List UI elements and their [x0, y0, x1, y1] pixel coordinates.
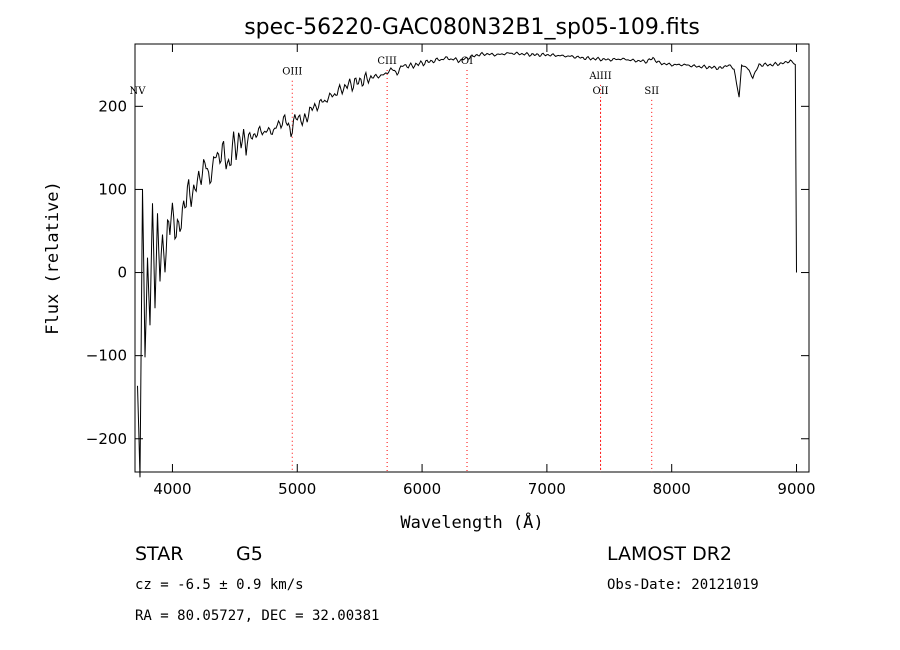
y-tick-label: −200 [86, 430, 127, 448]
axis-ticks: 4000 5000 6000 7000 8000 9000 −200 −100 0 100 200 [86, 44, 816, 498]
object-subclass: G5 [236, 543, 263, 565]
spectral-line-label: OIII [282, 67, 302, 78]
spectral-line-label: CIII [377, 56, 397, 67]
x-tick-label: 4000 [153, 480, 191, 498]
chart-title: spec-56220-GAC080N32B1_sp05-109.fits [244, 15, 700, 40]
spectral-line-label: OI [461, 56, 473, 67]
y-tick-label: 200 [98, 97, 127, 115]
x-tick-label: 9000 [777, 480, 815, 498]
spectral-line-markers: NV OIII CIII OI AlIII OII SII [130, 56, 659, 472]
x-tick-label: 6000 [403, 480, 441, 498]
y-axis-label: Flux (relative) [43, 181, 63, 335]
object-class: STAR [135, 543, 183, 565]
spectral-line-label: AlIII [588, 71, 611, 82]
survey-name: LAMOST DR2 [607, 543, 732, 565]
spectrum-series-line [137, 51, 797, 478]
x-tick-label: 5000 [278, 480, 316, 498]
obs-date-text: Obs-Date: 20121019 [607, 577, 759, 593]
y-tick-label: 100 [98, 180, 127, 198]
spectral-line-label: OII [593, 86, 609, 97]
redshift-text: cz = -6.5 ± 0.9 km/s [135, 577, 304, 593]
spectral-line-label: SII [644, 86, 659, 97]
x-tick-label: 8000 [653, 480, 691, 498]
x-tick-label: 7000 [528, 480, 566, 498]
plot-frame [134, 43, 810, 473]
coordinates-text: RA = 80.05727, DEC = 32.00381 [135, 608, 379, 624]
y-tick-label: 0 [117, 264, 127, 282]
y-tick-label: −100 [86, 347, 127, 365]
x-axis-label: Wavelength (Å) [400, 511, 543, 533]
spectral-line-label: NV [130, 86, 147, 97]
